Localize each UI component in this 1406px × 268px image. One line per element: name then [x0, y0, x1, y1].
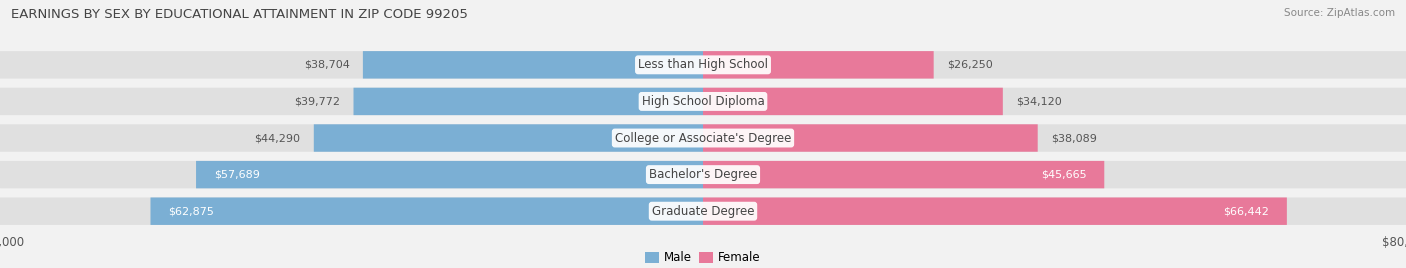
Text: High School Diploma: High School Diploma — [641, 95, 765, 108]
FancyBboxPatch shape — [353, 88, 703, 115]
Text: Bachelor's Degree: Bachelor's Degree — [650, 168, 756, 181]
FancyBboxPatch shape — [363, 51, 703, 79]
Text: $38,704: $38,704 — [304, 60, 350, 70]
FancyBboxPatch shape — [703, 124, 1038, 152]
Text: College or Associate's Degree: College or Associate's Degree — [614, 132, 792, 144]
FancyBboxPatch shape — [0, 51, 1406, 79]
Text: Graduate Degree: Graduate Degree — [652, 205, 754, 218]
Text: EARNINGS BY SEX BY EDUCATIONAL ATTAINMENT IN ZIP CODE 99205: EARNINGS BY SEX BY EDUCATIONAL ATTAINMEN… — [11, 8, 468, 21]
FancyBboxPatch shape — [0, 198, 1406, 225]
Text: $45,665: $45,665 — [1040, 170, 1087, 180]
Text: $26,250: $26,250 — [946, 60, 993, 70]
FancyBboxPatch shape — [703, 88, 1002, 115]
Text: $62,875: $62,875 — [169, 206, 214, 216]
FancyBboxPatch shape — [703, 198, 1286, 225]
FancyBboxPatch shape — [314, 124, 703, 152]
Text: $44,290: $44,290 — [254, 133, 301, 143]
Text: $66,442: $66,442 — [1223, 206, 1270, 216]
Text: $34,120: $34,120 — [1017, 96, 1062, 106]
FancyBboxPatch shape — [703, 161, 1104, 188]
Text: $38,089: $38,089 — [1050, 133, 1097, 143]
FancyBboxPatch shape — [195, 161, 703, 188]
FancyBboxPatch shape — [0, 161, 1406, 188]
Legend: Male, Female: Male, Female — [641, 247, 765, 268]
Text: $57,689: $57,689 — [214, 170, 260, 180]
Text: Less than High School: Less than High School — [638, 58, 768, 71]
Text: Source: ZipAtlas.com: Source: ZipAtlas.com — [1284, 8, 1395, 18]
FancyBboxPatch shape — [703, 51, 934, 79]
Text: $39,772: $39,772 — [294, 96, 340, 106]
FancyBboxPatch shape — [150, 198, 703, 225]
FancyBboxPatch shape — [0, 124, 1406, 152]
FancyBboxPatch shape — [0, 88, 1406, 115]
